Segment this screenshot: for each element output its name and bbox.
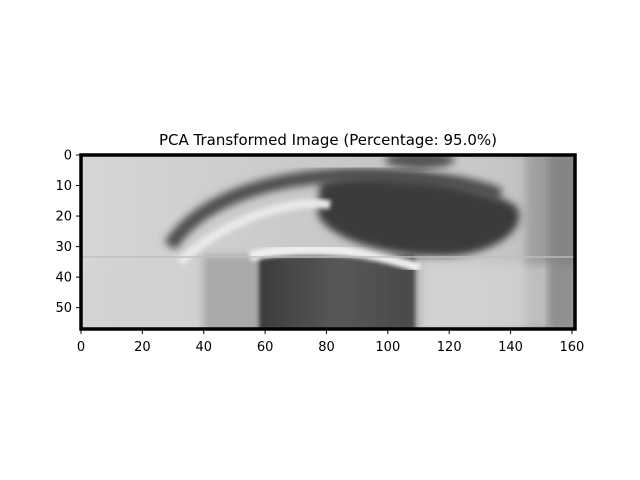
x-tick-label: 0 [77, 340, 85, 355]
axes-frame [79, 153, 577, 331]
x-tick-label: 120 [437, 340, 462, 355]
image-area [81, 155, 575, 329]
x-tick-label: 140 [498, 340, 523, 355]
chart-title: PCA Transformed Image (Percentage: 95.0%… [159, 131, 497, 149]
y-axis: 0 10 20 30 40 50 [55, 149, 81, 316]
x-tick-label: 100 [375, 340, 400, 355]
y-tick-label: 0 [64, 149, 72, 164]
x-tick-label: 60 [257, 340, 274, 355]
x-tick-label: 20 [134, 340, 151, 355]
x-axis: 0 20 40 60 80 100 120 140 160 [77, 329, 584, 355]
x-tick-label: 160 [560, 340, 585, 355]
x-tick-label: 80 [318, 340, 335, 355]
y-tick-label: 30 [55, 240, 72, 255]
y-tick-label: 50 [55, 301, 72, 316]
x-tick-label: 40 [195, 340, 212, 355]
y-tick-label: 10 [55, 179, 72, 194]
y-tick-label: 40 [55, 271, 72, 286]
y-tick-label: 20 [55, 210, 72, 225]
